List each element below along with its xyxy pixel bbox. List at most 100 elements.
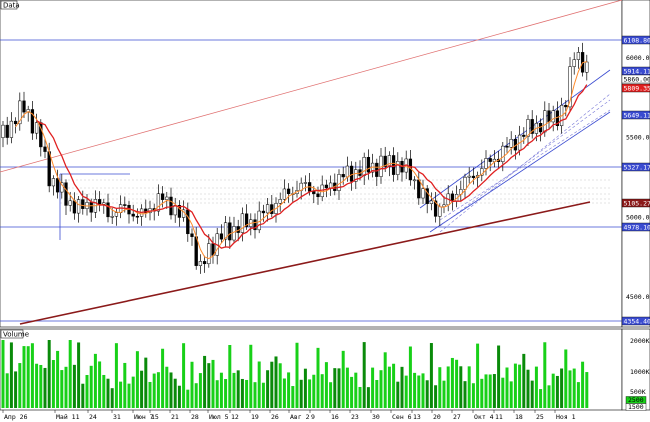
volume-bar[interactable] xyxy=(547,385,551,408)
candle-body[interactable] xyxy=(131,213,135,217)
volume-bar[interactable] xyxy=(64,366,68,408)
candle-body[interactable] xyxy=(160,193,165,200)
volume-bar[interactable] xyxy=(219,372,223,408)
candle-body[interactable] xyxy=(530,119,534,134)
candle-body[interactable] xyxy=(442,204,446,207)
volume-bar[interactable] xyxy=(14,371,18,408)
volume-bar[interactable] xyxy=(522,353,526,408)
candle-body[interactable] xyxy=(282,188,287,200)
candle-body[interactable] xyxy=(467,175,471,178)
candle-body[interactable] xyxy=(396,161,400,175)
volume-bar[interactable] xyxy=(350,376,354,408)
volume-bar[interactable] xyxy=(257,361,261,408)
volume-bar[interactable] xyxy=(165,366,169,408)
volume-bar[interactable] xyxy=(383,352,387,408)
volume-bar[interactable] xyxy=(156,372,160,408)
candle-body[interactable] xyxy=(198,261,203,266)
candle-body[interactable] xyxy=(543,110,547,133)
candle-body[interactable] xyxy=(585,61,589,73)
candle-body[interactable] xyxy=(244,213,249,227)
volume-bar[interactable] xyxy=(144,357,148,408)
volume-bar[interactable] xyxy=(190,361,194,408)
volume-bar[interactable] xyxy=(22,346,26,408)
candle-body[interactable] xyxy=(568,66,572,108)
candle-body[interactable] xyxy=(102,202,106,205)
volume-bar[interactable] xyxy=(224,379,228,408)
volume-bar[interactable] xyxy=(77,342,81,408)
channel-lower-line[interactable] xyxy=(429,111,611,233)
candle-body[interactable] xyxy=(383,155,387,167)
volume-bar[interactable] xyxy=(135,351,139,408)
volume-bar[interactable] xyxy=(177,385,181,408)
volume-bar[interactable] xyxy=(421,373,425,408)
candle-body[interactable] xyxy=(169,196,173,216)
volume-bar[interactable] xyxy=(98,361,102,408)
candle-body[interactable] xyxy=(505,145,509,148)
volume-bar[interactable] xyxy=(459,366,463,408)
volume-bar[interactable] xyxy=(282,378,286,408)
volume-bar[interactable] xyxy=(18,363,22,408)
candle-body[interactable] xyxy=(391,155,396,175)
volume-bar[interactable] xyxy=(35,363,39,408)
volume-bar[interactable] xyxy=(585,372,589,408)
candle-body[interactable] xyxy=(9,120,14,138)
volume-bar[interactable] xyxy=(312,374,316,408)
volume-bar[interactable] xyxy=(43,367,47,408)
candle-body[interactable] xyxy=(345,165,350,178)
volume-bar[interactable] xyxy=(492,374,496,408)
volume-bar[interactable] xyxy=(572,368,576,408)
volume-bar[interactable] xyxy=(354,372,358,408)
candle-body[interactable] xyxy=(64,182,68,206)
volume-bar[interactable] xyxy=(560,368,564,408)
candle-body[interactable] xyxy=(223,222,228,240)
candle-body[interactable] xyxy=(425,188,429,204)
volume-bar[interactable] xyxy=(5,373,9,408)
volume-bar[interactable] xyxy=(555,375,559,408)
volume-bar[interactable] xyxy=(89,365,93,408)
candle-body[interactable] xyxy=(320,184,324,198)
volume-bar[interactable] xyxy=(568,370,572,408)
volume-bar[interactable] xyxy=(488,374,492,408)
candle-body[interactable] xyxy=(278,199,282,204)
candle-body[interactable] xyxy=(564,104,568,108)
volume-bar[interactable] xyxy=(476,343,480,408)
volume-bar[interactable] xyxy=(366,387,370,408)
volume-bar[interactable] xyxy=(56,350,60,408)
volume-bar[interactable] xyxy=(513,363,517,408)
candle-body[interactable] xyxy=(261,210,266,214)
volume-bar[interactable] xyxy=(274,356,278,408)
volume-bar[interactable] xyxy=(371,367,375,408)
volume-bar[interactable] xyxy=(60,370,64,408)
candle-body[interactable] xyxy=(240,213,245,233)
volume-bar[interactable] xyxy=(484,374,488,408)
candle-body[interactable] xyxy=(232,226,236,241)
candle-body[interactable] xyxy=(328,182,333,189)
volume-bar[interactable] xyxy=(215,380,219,408)
candle-body[interactable] xyxy=(387,155,392,167)
volume-bar[interactable] xyxy=(39,364,43,408)
volume-bar[interactable] xyxy=(140,370,144,408)
candle-body[interactable] xyxy=(572,59,576,67)
volume-bar[interactable] xyxy=(387,366,391,408)
volume-bar[interactable] xyxy=(161,348,165,408)
candle-body[interactable] xyxy=(253,219,257,231)
candle-body[interactable] xyxy=(488,158,492,162)
volume-bar[interactable] xyxy=(396,381,400,408)
volume-bar[interactable] xyxy=(480,378,484,408)
candle-body[interactable] xyxy=(303,182,308,184)
volume-bar[interactable] xyxy=(295,342,299,408)
candle-body[interactable] xyxy=(471,175,476,178)
candle-body[interactable] xyxy=(34,122,39,134)
volume-bar[interactable] xyxy=(127,383,131,408)
volume-bar[interactable] xyxy=(316,347,320,408)
candle-body[interactable] xyxy=(417,179,421,199)
long-trendline[interactable] xyxy=(19,201,591,325)
volume-bar[interactable] xyxy=(26,346,30,408)
volume-bar[interactable] xyxy=(324,362,328,408)
volume-bar[interactable] xyxy=(526,369,530,408)
volume-bar[interactable] xyxy=(501,377,505,408)
candle-body[interactable] xyxy=(265,204,270,214)
volume-bar[interactable] xyxy=(186,389,190,408)
volume-bar[interactable] xyxy=(51,360,55,408)
